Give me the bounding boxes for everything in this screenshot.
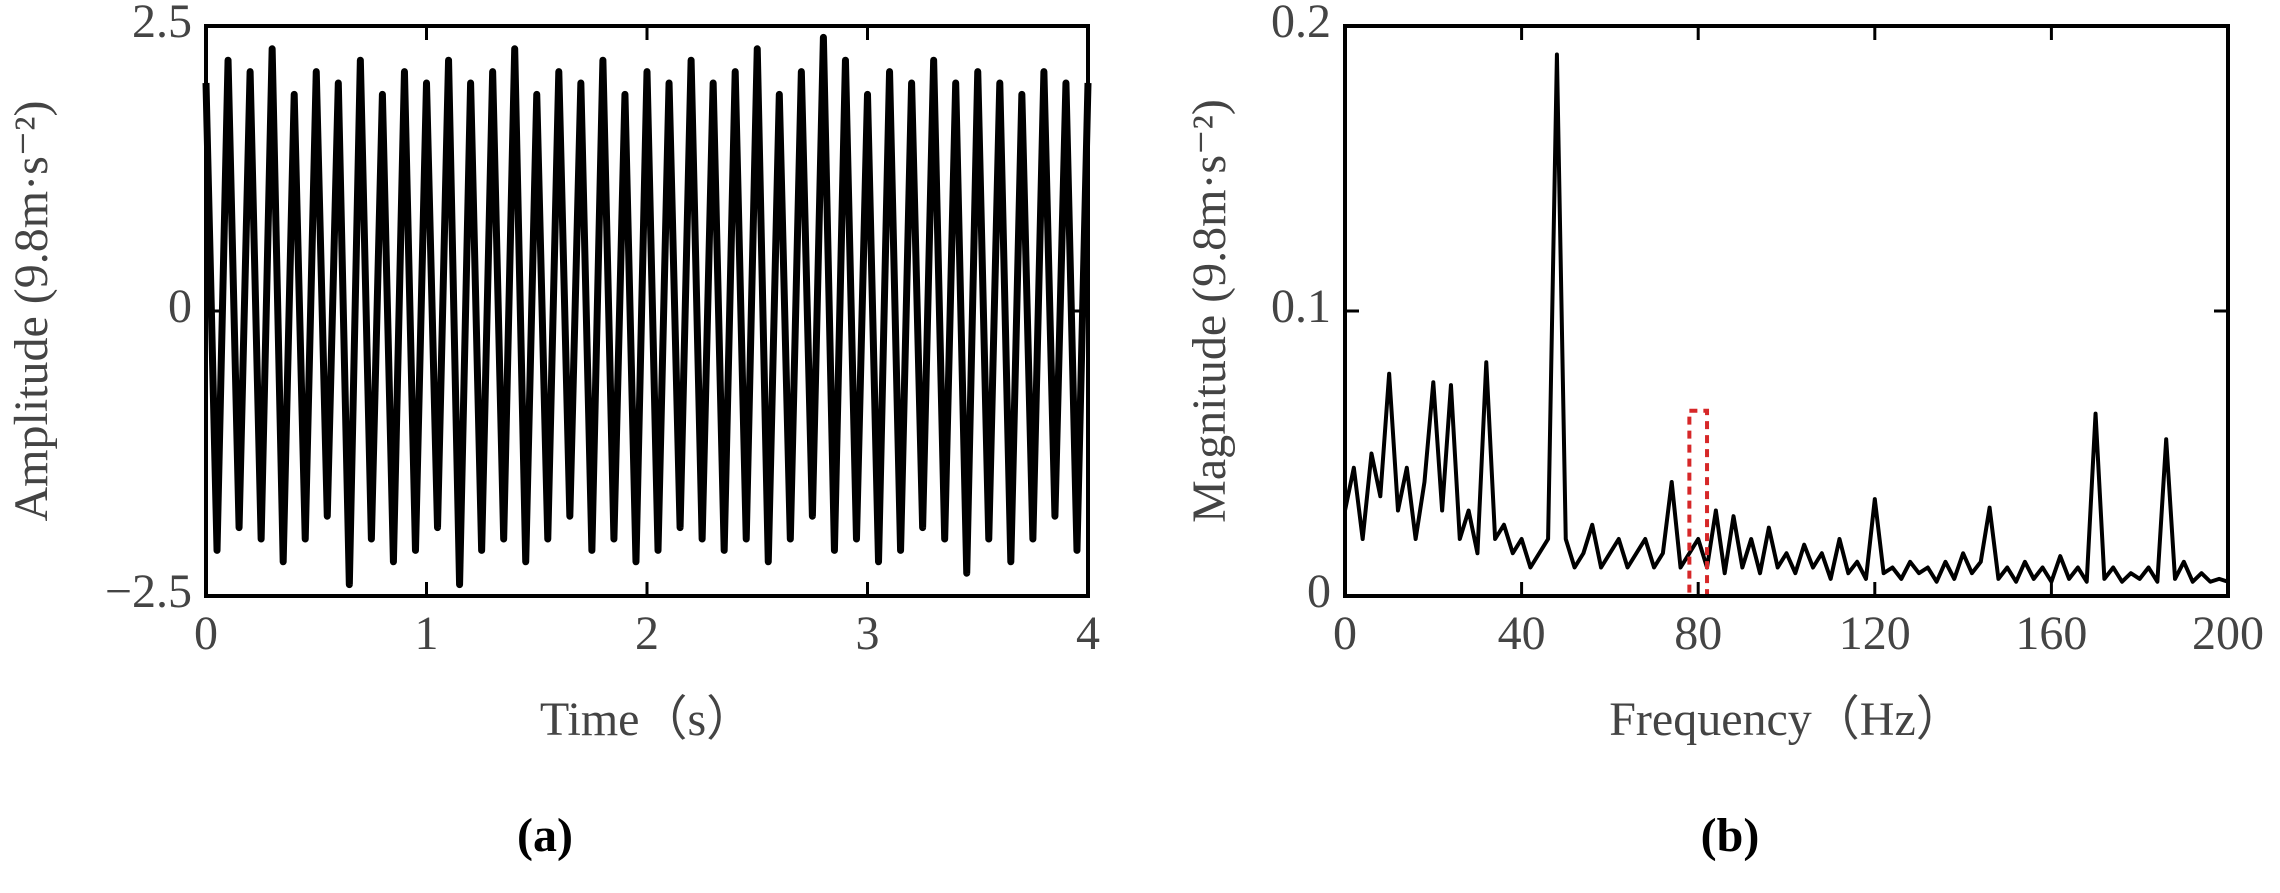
x-tick-label: 0 — [194, 607, 218, 660]
x-tick-label: 0 — [1333, 607, 1357, 660]
x-axis-label: Frequency（Hz） — [1609, 693, 1964, 746]
y-tick-label: 0.2 — [1271, 0, 1331, 48]
y-tick-label: 0.1 — [1271, 280, 1331, 333]
x-tick-label: 4 — [1076, 607, 1100, 660]
y-tick-label: 0 — [1307, 565, 1331, 618]
y-axis-label: Magnitude (9.8m·s⁻²) — [1183, 99, 1236, 523]
data-line — [202, 33, 1092, 589]
x-tick-label: 1 — [415, 607, 439, 660]
subplot-label: (a) — [517, 809, 573, 862]
y-tick-label: 0 — [168, 280, 192, 333]
highlight-box — [1687, 408, 1710, 598]
x-tick-label: 160 — [2015, 607, 2087, 660]
data-line — [1343, 52, 2229, 584]
x-tick-label: 2 — [635, 607, 659, 660]
y-axis-label: Amplitude (9.8m·s⁻²) — [5, 100, 58, 521]
x-axis-label: Time（s） — [540, 693, 754, 746]
y-tick-label: −2.5 — [105, 565, 192, 618]
x-tick-label: 120 — [1839, 607, 1911, 660]
x-tick-label: 200 — [2192, 607, 2264, 660]
x-tick-label: 3 — [856, 607, 880, 660]
x-tick-label: 80 — [1674, 607, 1722, 660]
subplot-label: (b) — [1701, 809, 1760, 862]
x-tick-label: 40 — [1498, 607, 1546, 660]
y-tick-label: 2.5 — [132, 0, 192, 48]
